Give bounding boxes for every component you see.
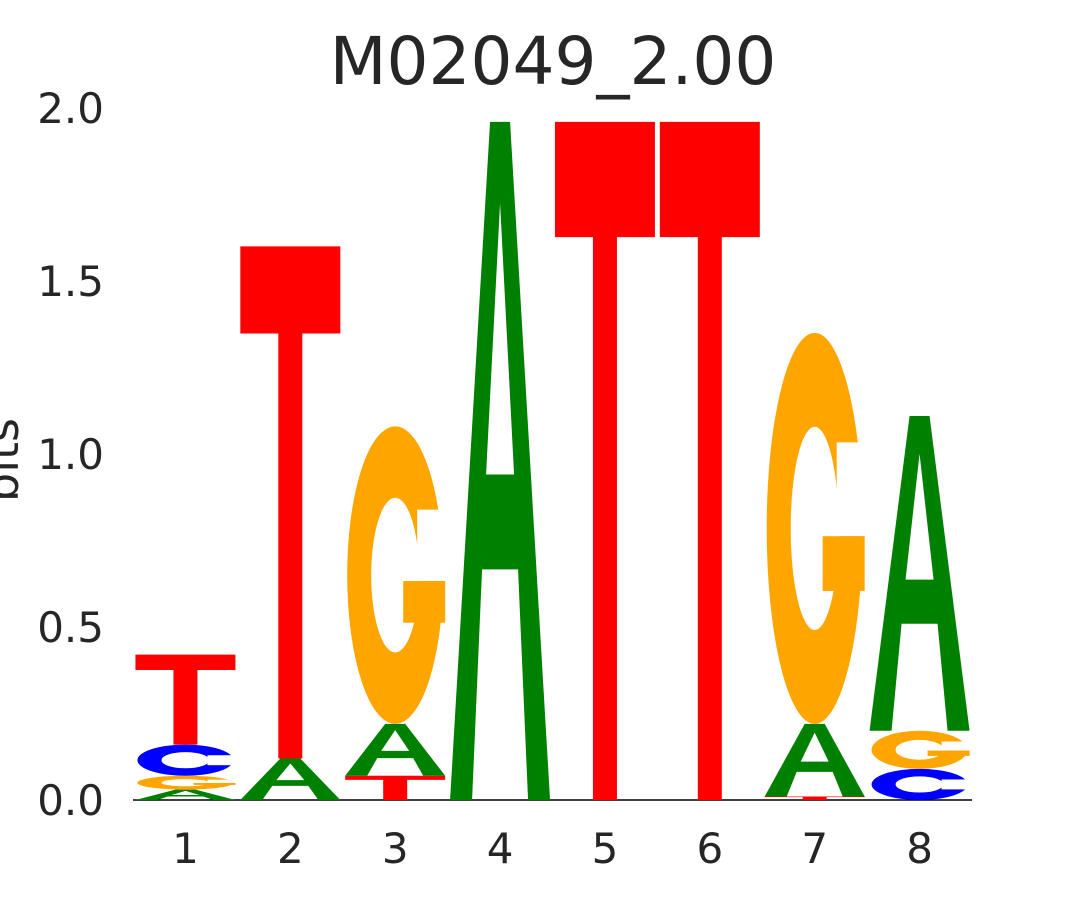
logo-letter-T — [554, 121, 655, 801]
logo-letter-T — [345, 775, 446, 801]
y-axis: 0.0 0.5 1.0 1.5 2.0 — [37, 84, 104, 825]
logo-letter-G — [766, 332, 877, 724]
logo-column — [764, 332, 877, 800]
x-tick-label: 8 — [906, 824, 933, 873]
letter-stacks — [135, 121, 982, 801]
logo-letter-G — [347, 426, 458, 724]
logo-column — [345, 426, 458, 801]
y-axis-label: bits — [0, 418, 29, 502]
y-tick-label: 1.5 — [37, 257, 104, 306]
x-axis: 1 2 3 4 5 6 7 8 — [172, 824, 933, 873]
logo-letter-T — [764, 796, 865, 800]
logo-column — [450, 121, 551, 801]
x-tick-label: 1 — [172, 824, 199, 873]
chart-title: M02049_2.00 — [330, 23, 777, 100]
y-tick-label: 0.0 — [37, 776, 104, 825]
logo-column — [554, 121, 655, 801]
y-tick-label: 2.0 — [37, 84, 104, 133]
logo-letter-G — [871, 730, 982, 769]
logo-letter-T — [135, 654, 236, 745]
x-tick-label: 5 — [592, 824, 619, 873]
logo-letter-A — [450, 121, 551, 801]
logo-letter-A — [240, 758, 341, 800]
x-tick-label: 7 — [801, 824, 828, 873]
logo-letter-T — [240, 246, 341, 759]
logo-letter-A — [869, 415, 970, 731]
logo-letter-A — [345, 723, 446, 776]
y-tick-label: 1.0 — [37, 430, 104, 479]
logo-column — [135, 654, 248, 800]
logo-letter-A — [135, 789, 236, 800]
logo-letter-G — [137, 775, 248, 790]
x-tick-label: 3 — [382, 824, 409, 873]
logo-letter-T — [659, 121, 760, 801]
logo-letter-C — [137, 744, 248, 776]
logo-letter-A — [764, 723, 865, 797]
logo-column — [240, 246, 341, 800]
logo-letter-C — [871, 768, 982, 800]
x-tick-label: 6 — [696, 824, 723, 873]
logo-column — [659, 121, 760, 801]
x-tick-label: 2 — [277, 824, 304, 873]
x-tick-label: 4 — [487, 824, 514, 873]
logo-column — [869, 415, 982, 800]
y-tick-label: 0.5 — [37, 603, 104, 652]
